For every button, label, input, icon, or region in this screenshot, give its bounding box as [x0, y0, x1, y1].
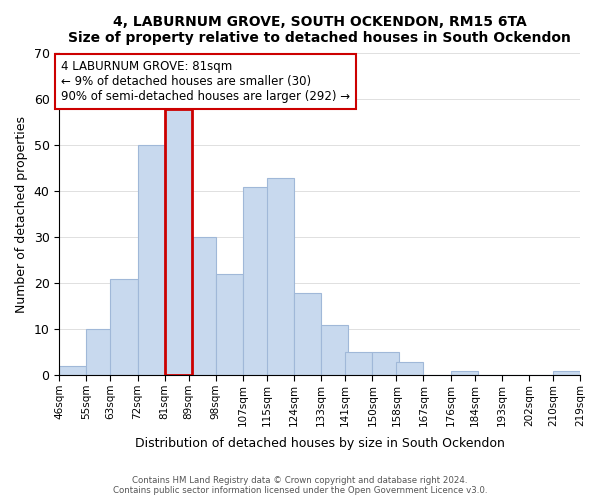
- Text: 4 LABURNUM GROVE: 81sqm
← 9% of detached houses are smaller (30)
90% of semi-det: 4 LABURNUM GROVE: 81sqm ← 9% of detached…: [61, 60, 350, 103]
- Bar: [373, 352, 400, 376]
- Bar: [321, 325, 348, 376]
- Bar: [110, 279, 137, 376]
- Bar: [164, 108, 192, 376]
- Bar: [451, 371, 478, 376]
- Bar: [267, 178, 294, 376]
- Bar: [164, 108, 192, 376]
- Bar: [216, 274, 243, 376]
- Bar: [86, 330, 113, 376]
- X-axis label: Distribution of detached houses by size in South Ockendon: Distribution of detached houses by size …: [135, 437, 505, 450]
- Title: 4, LABURNUM GROVE, SOUTH OCKENDON, RM15 6TA
Size of property relative to detache: 4, LABURNUM GROVE, SOUTH OCKENDON, RM15 …: [68, 15, 571, 45]
- Bar: [553, 371, 580, 376]
- Bar: [59, 366, 86, 376]
- Bar: [243, 187, 270, 376]
- Y-axis label: Number of detached properties: Number of detached properties: [15, 116, 28, 313]
- Bar: [294, 292, 321, 376]
- Bar: [345, 352, 373, 376]
- Bar: [397, 362, 424, 376]
- Text: Contains HM Land Registry data © Crown copyright and database right 2024.
Contai: Contains HM Land Registry data © Crown c…: [113, 476, 487, 495]
- Bar: [137, 146, 164, 376]
- Bar: [189, 238, 216, 376]
